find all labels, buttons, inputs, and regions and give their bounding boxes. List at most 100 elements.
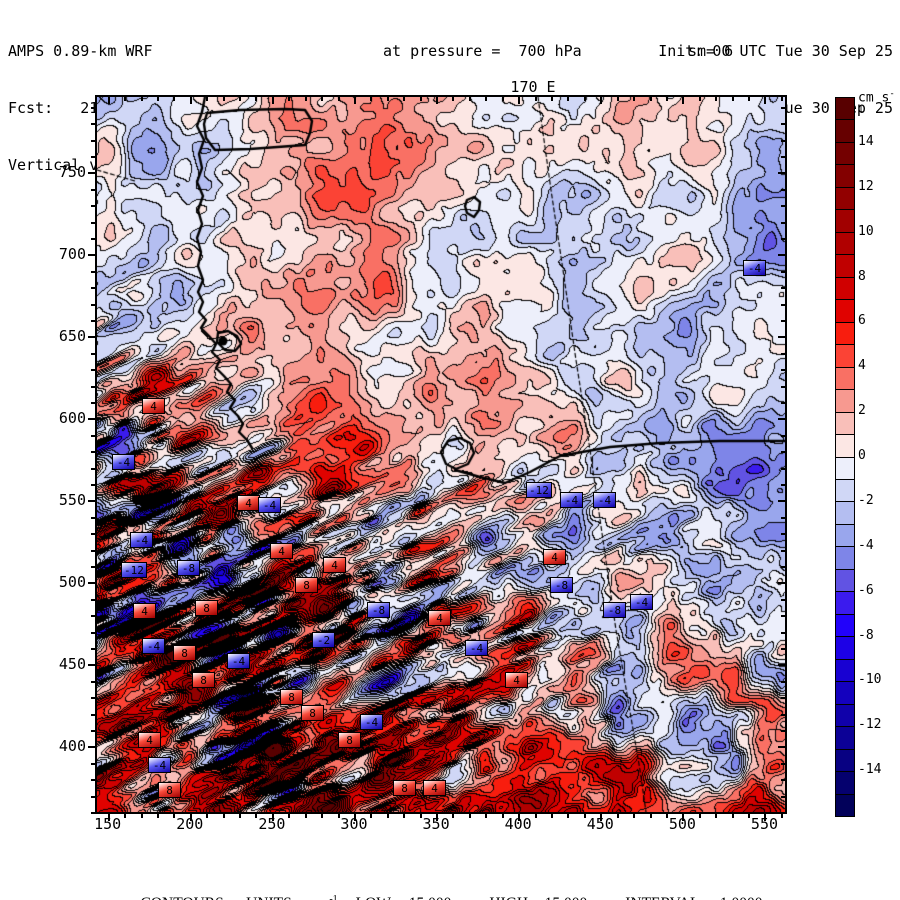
top-axis-longitude-label: 170 E	[510, 78, 556, 96]
x-tick	[584, 814, 586, 818]
x-tick-top	[584, 97, 586, 101]
y-tick	[88, 746, 95, 748]
y-tick-right	[781, 189, 785, 191]
x-tick-top	[141, 97, 143, 101]
y-tick-right	[781, 812, 785, 814]
y-tick-right	[781, 648, 785, 650]
x-tick	[650, 814, 652, 818]
x-tick	[748, 814, 750, 818]
x-tick-top	[650, 97, 652, 101]
x-tick-top	[633, 97, 635, 101]
contour-label: 4	[270, 543, 293, 559]
x-tick	[321, 814, 323, 818]
y-tick-right	[781, 599, 785, 601]
x-tick-top	[764, 97, 766, 104]
x-tick-label: 400	[504, 815, 532, 833]
y-tick-label: 700	[58, 245, 86, 264]
y-tick-right	[781, 222, 785, 224]
y-tick-right	[778, 336, 785, 338]
y-tick	[91, 779, 95, 781]
y-tick-right	[778, 418, 785, 420]
colorbar-cell	[836, 704, 854, 728]
y-tick	[91, 566, 95, 568]
y-tick	[91, 730, 95, 732]
x-tick-top	[255, 97, 257, 101]
colorbar-cell	[836, 412, 854, 436]
x-tick-top	[715, 97, 717, 101]
y-tick-right	[778, 500, 785, 502]
contour-label: -12	[526, 482, 552, 498]
x-tick-top	[108, 97, 110, 104]
colorbar-unit-label: cm s-1	[858, 89, 895, 116]
x-tick-top	[600, 97, 602, 104]
x-tick-top	[502, 97, 504, 101]
x-tick-top	[748, 97, 750, 101]
x-tick	[255, 814, 257, 818]
x-tick	[469, 814, 471, 818]
contour-label: -4	[112, 454, 135, 470]
y-tick	[91, 812, 95, 814]
colorbar-tick-label: -6	[858, 582, 874, 598]
x-tick-top	[354, 97, 356, 104]
colorbar-cell	[836, 682, 854, 705]
x-tick-top	[518, 97, 520, 104]
x-tick-top	[173, 97, 175, 101]
colorbar-tick-label: 4	[858, 358, 866, 374]
y-tick	[91, 222, 95, 224]
x-tick-top	[288, 97, 290, 101]
colorbar-cell	[836, 187, 854, 211]
colorbar-cell	[836, 749, 854, 773]
y-tick-right	[781, 763, 785, 765]
contour-label: -4	[743, 260, 766, 276]
y-tick-right	[781, 566, 785, 568]
x-tick	[567, 814, 569, 818]
y-tick	[91, 435, 95, 437]
contour-label: -8	[367, 602, 390, 618]
x-tick	[272, 814, 274, 821]
x-tick	[764, 814, 766, 821]
colorbar-tick-label: 14	[858, 133, 874, 149]
x-tick-top	[485, 97, 487, 101]
colorbar-tick-label: -2	[858, 492, 874, 508]
x-tick-label: 300	[340, 815, 368, 833]
x-tick-label: 350	[422, 815, 450, 833]
x-tick	[732, 814, 734, 818]
smoothing-label: sm= 6	[688, 42, 734, 60]
y-tick	[91, 632, 95, 634]
colorbar-tick-label: 6	[858, 313, 866, 329]
contour-label: 4	[237, 495, 260, 511]
y-tick	[91, 681, 95, 683]
x-tick-top	[157, 97, 159, 101]
colorbar-cell	[836, 547, 854, 570]
x-tick-top	[535, 97, 537, 101]
caption-contours: CONTOURS:	[141, 895, 229, 900]
y-tick	[91, 697, 95, 699]
x-tick	[338, 814, 340, 818]
colorbar-tick-label: -8	[858, 627, 874, 643]
y-tick-right	[781, 156, 785, 158]
x-tick	[699, 814, 701, 818]
y-tick	[91, 796, 95, 798]
contour-label: 4	[505, 672, 528, 688]
y-tick-right	[781, 402, 785, 404]
x-tick-label: 500	[668, 815, 696, 833]
y-tick	[91, 550, 95, 552]
colorbar-tick-label: 8	[858, 268, 866, 284]
x-tick	[633, 814, 635, 818]
x-tick	[600, 814, 602, 821]
y-tick-right	[781, 468, 785, 470]
x-tick-top	[272, 97, 274, 104]
colorbar-tick-label: -12	[858, 717, 882, 733]
caption-high: HIGH= 15.000	[489, 895, 587, 900]
colorbar-cell	[836, 322, 854, 346]
x-tick	[518, 814, 520, 821]
colorbar-cell	[836, 727, 854, 750]
colorbar-tick-label: 2	[858, 403, 866, 419]
x-tick-top	[666, 97, 668, 101]
contour-label: -4	[593, 492, 616, 508]
x-tick-top	[370, 97, 372, 101]
x-tick-label: 550	[750, 815, 779, 833]
y-tick	[91, 648, 95, 650]
x-tick	[535, 814, 537, 818]
contour-label: 8	[173, 645, 196, 661]
